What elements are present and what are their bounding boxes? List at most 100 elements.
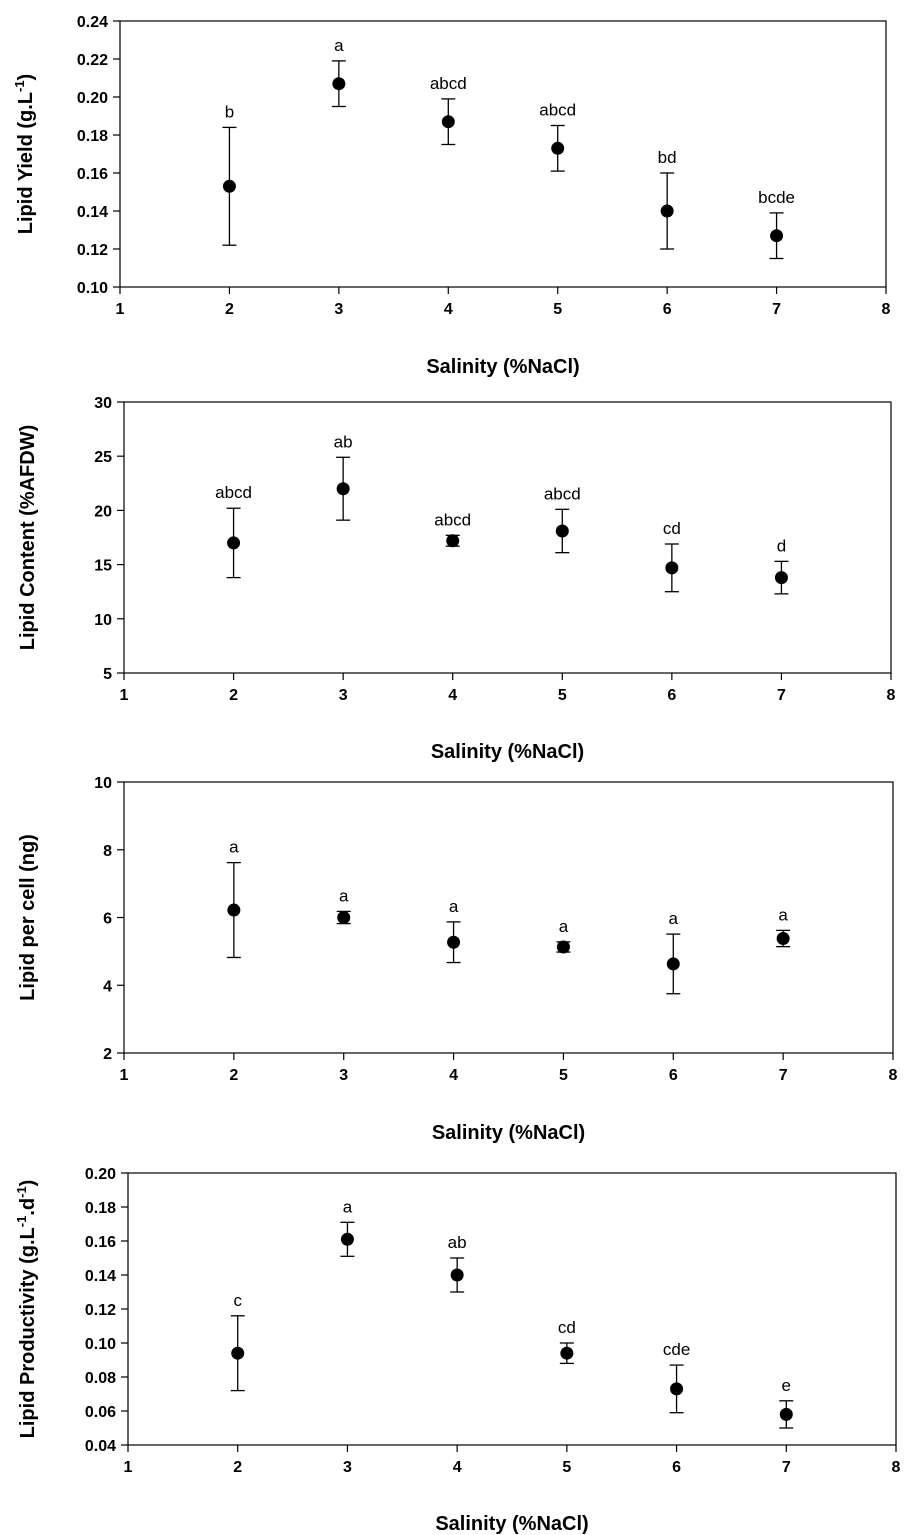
significance-label: b — [225, 102, 234, 121]
y-axis-title: Lipid Content (%AFDW) — [17, 425, 39, 651]
significance-label: a — [778, 905, 788, 924]
significance-label: a — [449, 897, 459, 916]
y-axis-title: Lipid Yield (g.L-1) — [12, 74, 37, 234]
data-point — [441, 115, 455, 129]
significance-label: a — [669, 909, 679, 928]
data-point — [337, 911, 351, 924]
significance-label: cd — [663, 519, 681, 538]
data-point — [231, 1346, 245, 1360]
y-tick-label: 4 — [103, 978, 112, 995]
significance-label: a — [559, 917, 569, 936]
x-tick-label: 5 — [553, 301, 562, 318]
significance-label: ab — [448, 1233, 467, 1252]
significance-label: abcd — [215, 483, 252, 502]
data-point — [560, 1346, 574, 1360]
significance-label: bcde — [758, 188, 795, 207]
y-tick-label: 10 — [94, 612, 112, 629]
y-axis-title-part: .d — [17, 1198, 39, 1216]
y-axis-title-part: Lipid Productivity (g.L — [17, 1227, 39, 1438]
y-tick-label: 0.06 — [85, 1404, 116, 1421]
significance-label: a — [229, 838, 239, 857]
data-point — [776, 932, 790, 946]
y-axis-title: Lipid Productivity (g.L-1.d-1) — [14, 1180, 39, 1439]
chart-panel-4: 1 2 3 4 5 6 7 8 0.04 0.06 0.08 0.10 0.12 0.14 0.16 0.18… — [14, 1166, 901, 1535]
data-point — [336, 482, 350, 496]
x-tick-label: 8 — [892, 1459, 901, 1476]
y-tick-label: 8 — [103, 843, 112, 860]
x-tick-label: 6 — [672, 1459, 681, 1476]
significance-label: cde — [663, 1340, 690, 1359]
y-tick-label: 0.18 — [77, 128, 108, 145]
x-tick-label: 7 — [782, 1459, 791, 1476]
chart-panel-2: 1 2 3 4 5 6 7 8 5 10 15 20 25 30 Salinity (%NaCl) Lipid… — [17, 395, 896, 763]
y-tick-label: 0.16 — [77, 166, 108, 183]
y-tick-label: 0.12 — [77, 242, 108, 259]
y-tick-label: 25 — [94, 449, 112, 466]
x-tick-label: 5 — [558, 687, 567, 704]
y-tick-label: 0.10 — [85, 1336, 116, 1353]
y-axis-title-part: Lipid Content (%AFDW) — [17, 425, 39, 651]
y-axis-title: Lipid per cell (ng) — [17, 834, 39, 1001]
data-point — [340, 1232, 354, 1246]
data-point — [666, 957, 680, 971]
significance-label: abcd — [434, 510, 471, 529]
y-tick-label: 0.16 — [85, 1234, 116, 1251]
plot-frame — [123, 401, 892, 674]
significance-label: abcd — [539, 101, 576, 120]
x-tick-label: 4 — [453, 1459, 462, 1476]
data-point — [222, 179, 236, 193]
x-tick-label: 5 — [562, 1459, 571, 1476]
y-tick-label: 0.18 — [85, 1200, 116, 1217]
x-tick-label: 4 — [449, 1067, 458, 1084]
x-tick-label: 6 — [663, 301, 672, 318]
significance-label: cd — [558, 1318, 576, 1337]
y-axis-title-part: ) — [15, 74, 37, 81]
significance-label: d — [777, 536, 786, 555]
x-tick-label: 2 — [225, 301, 234, 318]
y-tick-label: 10 — [94, 775, 112, 792]
y-tick-label: 0.08 — [85, 1370, 116, 1387]
y-tick-label: 0.24 — [77, 14, 108, 31]
y-tick-label: 0.20 — [77, 90, 108, 107]
y-tick-label: 0.04 — [85, 1438, 116, 1455]
significance-label: a — [343, 1197, 353, 1216]
x-tick-label: 1 — [120, 687, 129, 704]
data-point — [450, 1268, 464, 1282]
y-axis-title-superscript: -1 — [12, 80, 27, 92]
y-tick-label: 0.22 — [77, 52, 108, 69]
x-axis-title: Salinity (%NaCl) — [432, 1122, 585, 1144]
x-tick-label: 4 — [444, 301, 453, 318]
x-tick-label: 2 — [229, 1067, 238, 1084]
y-tick-label: 0.14 — [85, 1268, 116, 1285]
y-tick-label: 15 — [94, 558, 112, 575]
y-axis-title-part: ) — [17, 1180, 39, 1187]
x-tick-label: 8 — [889, 1067, 898, 1084]
y-axis-title-superscript: -1 — [14, 1186, 29, 1198]
x-tick-label: 3 — [339, 687, 348, 704]
y-tick-label: 0.10 — [77, 280, 108, 297]
significance-label: e — [782, 1376, 791, 1395]
x-tick-label: 7 — [779, 1067, 788, 1084]
plot-frame — [127, 1172, 897, 1446]
significance-label: abcd — [544, 484, 581, 503]
significance-label: c — [233, 1291, 242, 1310]
data-point — [779, 1407, 793, 1421]
y-tick-label: 5 — [103, 666, 112, 683]
y-tick-label: 0.12 — [85, 1302, 116, 1319]
x-tick-label: 2 — [233, 1459, 242, 1476]
x-tick-label: 3 — [343, 1459, 352, 1476]
data-point — [555, 524, 569, 538]
chart-panel-1: 1 2 3 4 5 6 7 8 0.10 0.12 0.14 0.16 0.18 0.20 0.22 0.24… — [12, 14, 891, 378]
significance-label: abcd — [430, 74, 467, 93]
significance-label: bd — [658, 148, 677, 167]
y-tick-label: 30 — [94, 395, 112, 412]
data-point — [665, 561, 679, 575]
x-axis-title: Salinity (%NaCl) — [431, 741, 584, 763]
x-tick-label: 2 — [229, 687, 238, 704]
data-point — [227, 536, 241, 550]
x-tick-label: 1 — [116, 301, 125, 318]
significance-label: a — [339, 886, 349, 905]
data-point — [770, 229, 784, 243]
significance-label: ab — [334, 432, 353, 451]
